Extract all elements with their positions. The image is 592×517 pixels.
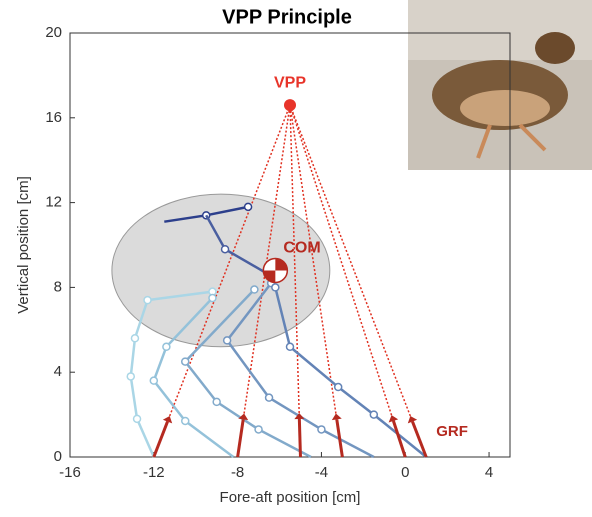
x-axis-label: Fore-aft position [cm] <box>220 489 361 506</box>
grf-arrowhead <box>332 413 342 420</box>
joint <box>245 203 252 210</box>
vpp-label: VPP <box>274 74 306 91</box>
x-tick-label: -12 <box>143 464 165 481</box>
vpp-point <box>284 99 296 111</box>
joint <box>182 358 189 365</box>
joint <box>255 426 262 433</box>
photo <box>408 0 592 170</box>
com-label: COM <box>283 240 320 257</box>
x-tick-label: -8 <box>231 464 244 481</box>
joint <box>209 295 216 302</box>
chart-title: VPP Principle <box>222 6 352 28</box>
joint <box>134 415 141 422</box>
joint <box>213 398 220 405</box>
joint <box>150 377 157 384</box>
y-tick-label: 12 <box>45 194 62 211</box>
grf-label: GRF <box>436 423 468 440</box>
y-tick-label: 8 <box>54 278 62 295</box>
joint <box>335 384 342 391</box>
x-tick-label: 0 <box>401 464 409 481</box>
grf-arrow <box>238 419 244 457</box>
y-tick-label: 0 <box>54 448 62 465</box>
com-marker <box>263 258 287 282</box>
grf-arrow <box>299 419 300 457</box>
joint <box>251 286 258 293</box>
joint <box>127 373 134 380</box>
x-tick-label: 4 <box>485 464 493 481</box>
y-tick-label: 16 <box>45 109 62 126</box>
joint <box>131 335 138 342</box>
y-tick-label: 4 <box>54 363 62 380</box>
y-tick-label: 20 <box>45 24 62 41</box>
joint <box>287 343 294 350</box>
chart: VPP Principle Fore-aft position [cm] Ver… <box>0 0 592 512</box>
x-tick-label: -16 <box>59 464 81 481</box>
joint <box>318 426 325 433</box>
joint <box>370 411 377 418</box>
joint <box>163 343 170 350</box>
joint <box>224 337 231 344</box>
joint <box>222 246 229 253</box>
joint <box>266 394 273 401</box>
joint <box>272 284 279 291</box>
joint <box>182 417 189 424</box>
y-axis-label: Vertical position [cm] <box>15 176 32 314</box>
x-tick-label: -4 <box>315 464 328 481</box>
joint <box>144 297 151 304</box>
grf-arrow <box>154 422 168 457</box>
